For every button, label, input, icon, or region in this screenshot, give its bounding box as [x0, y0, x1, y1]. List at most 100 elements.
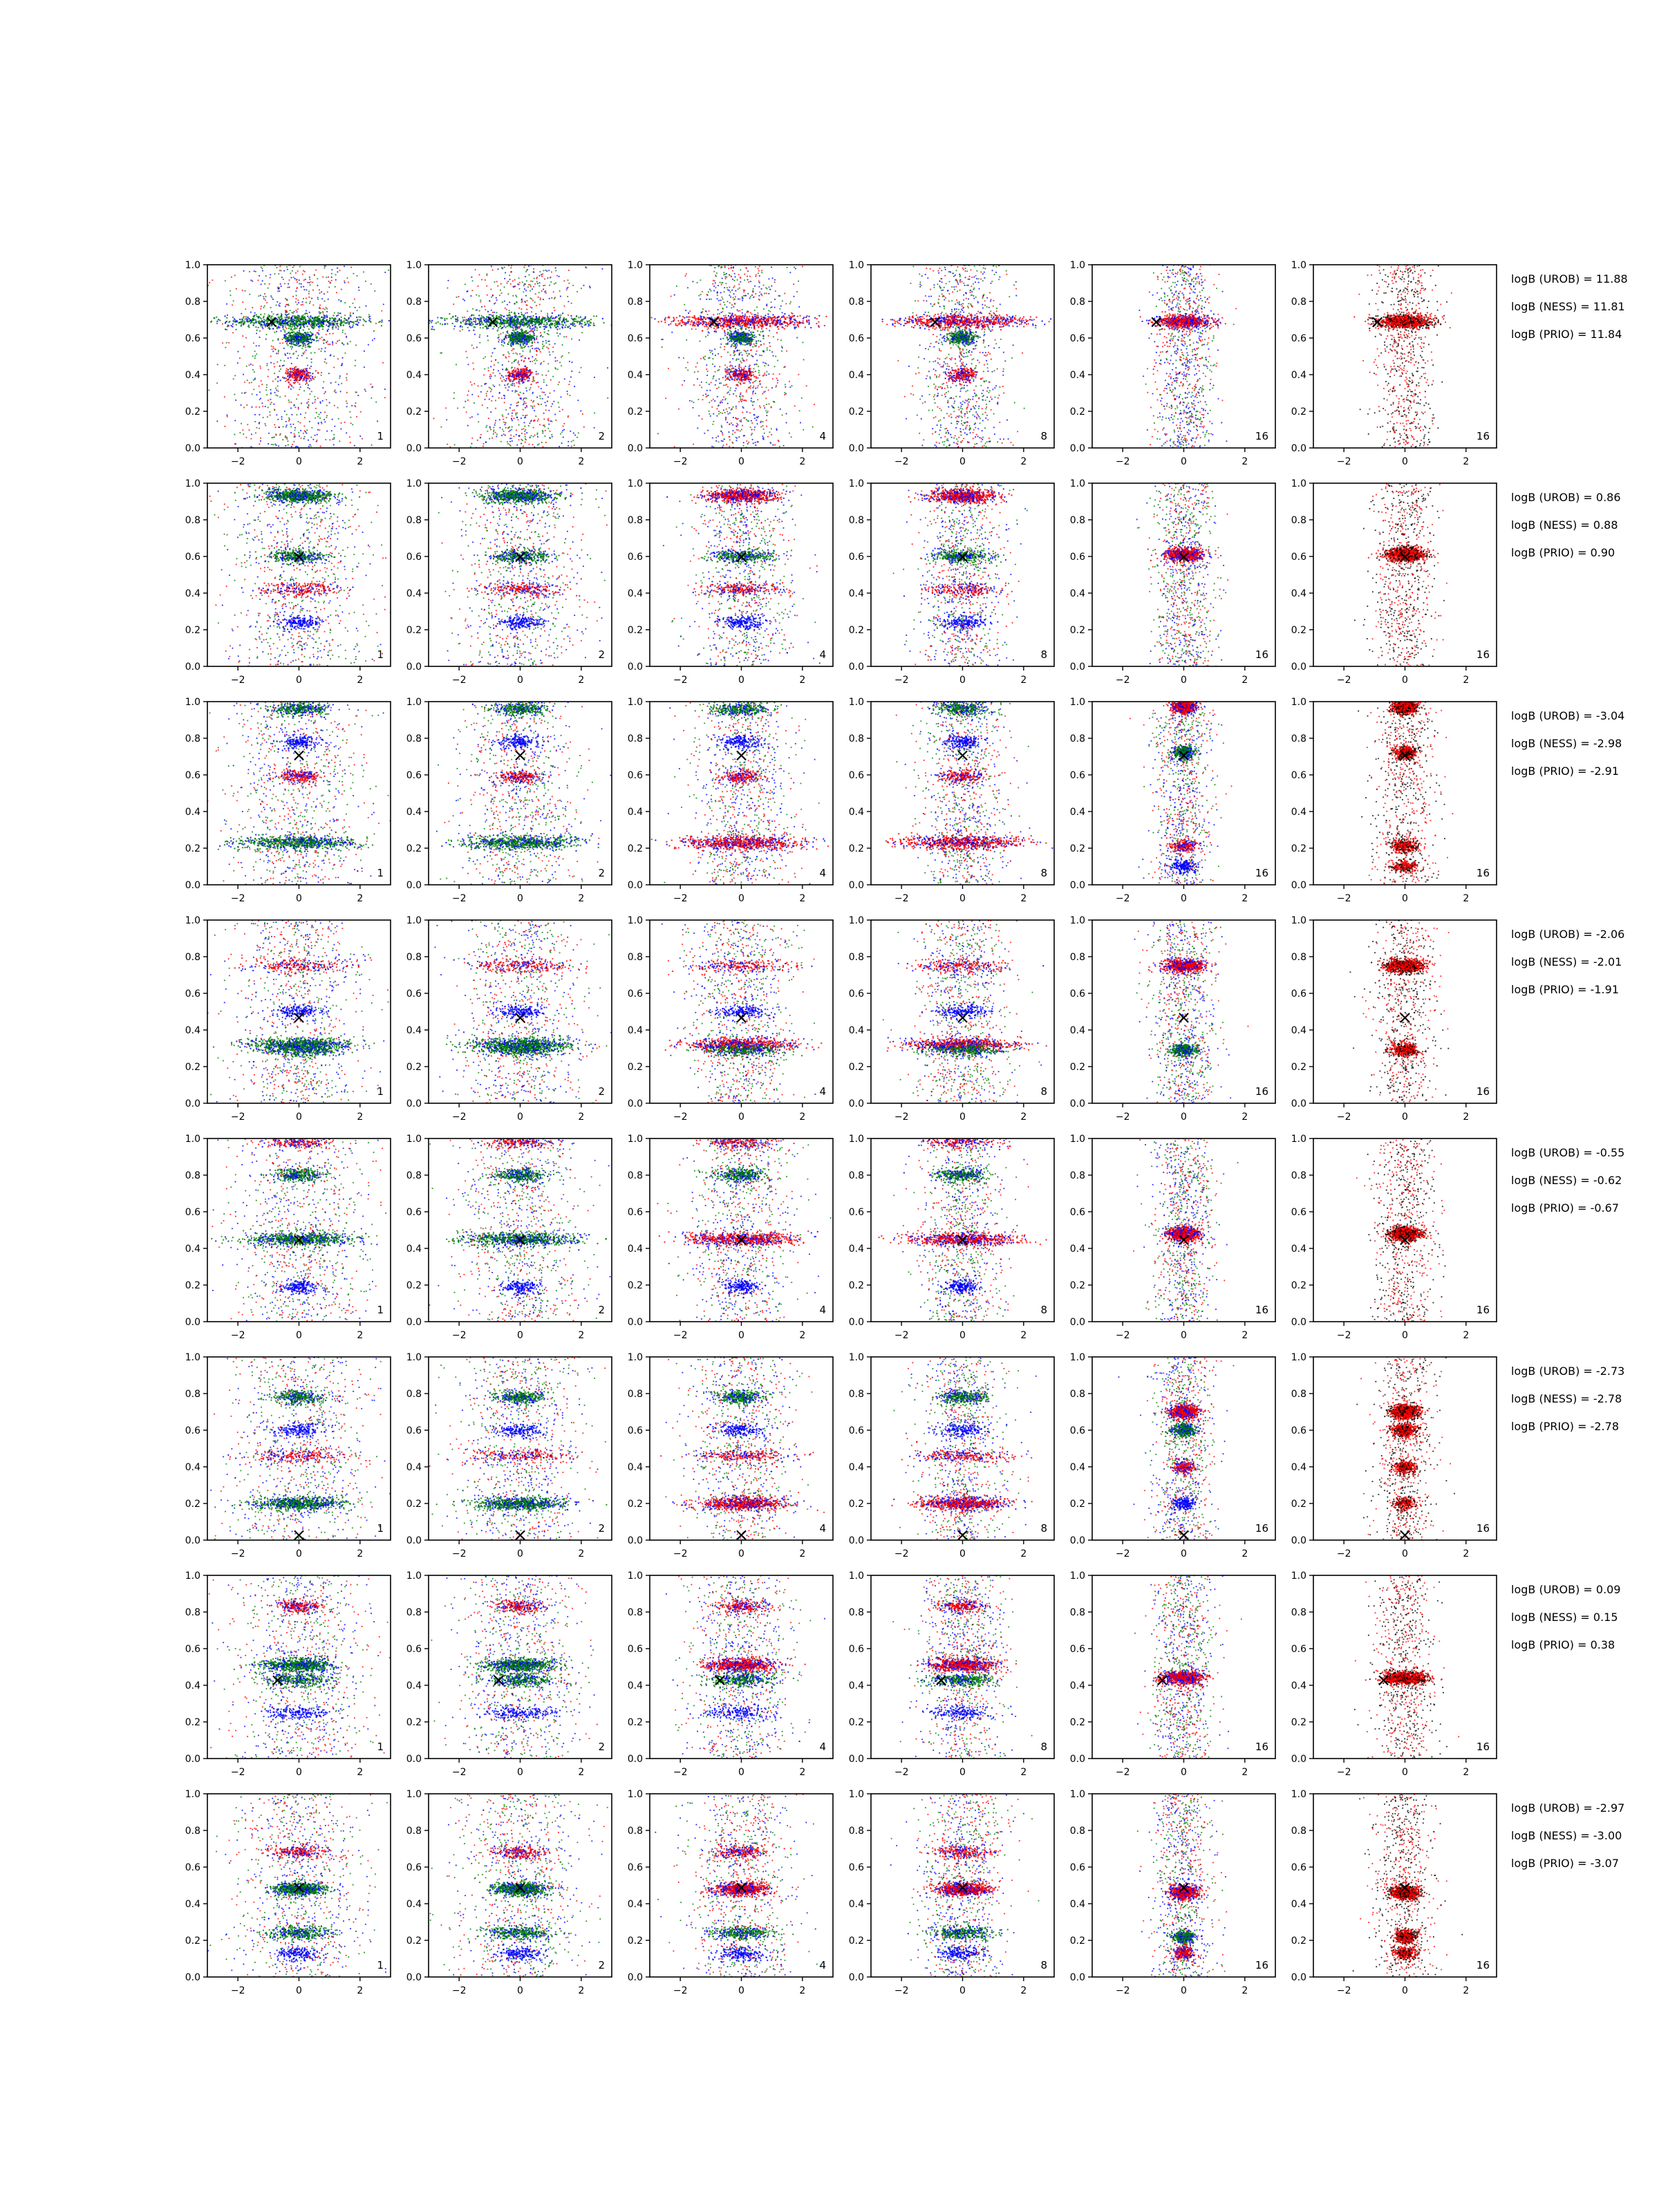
x-tick-label: 2	[1241, 893, 1248, 904]
y-tick-label: 0.0	[1291, 1754, 1306, 1765]
x-tick-label: −2	[452, 675, 467, 686]
x-tick-label: 0	[738, 456, 744, 467]
y-tick-label: 0.8	[185, 1170, 200, 1181]
y-tick-label: 0.8	[628, 952, 643, 963]
y-tick-label: 0.8	[1291, 1826, 1306, 1837]
y-tick-label: 0.2	[849, 406, 864, 418]
x-tick-label: 2	[357, 1330, 363, 1341]
x-tick-label: −2	[894, 1767, 909, 1778]
panel-r8-c6: 0.00.20.40.60.81.0−2 0 2×16	[1291, 1789, 1497, 1996]
y-tick-label: 0.8	[1291, 952, 1306, 963]
panel-label: 16	[1477, 430, 1490, 442]
y-tick-label: 0.0	[1291, 1317, 1306, 1328]
x-tick-label: −2	[1116, 1112, 1130, 1123]
true-parameter-marker: ×	[1398, 547, 1413, 568]
y-tick-label: 0.4	[1070, 1025, 1085, 1036]
panel-label: 8	[1040, 1304, 1047, 1316]
x-tick-label: −2	[1116, 1330, 1130, 1341]
y-tick-label: 0.8	[849, 297, 864, 308]
y-tick-label: 0.2	[1291, 1717, 1306, 1728]
panel-r7-c2: 0.00.20.40.60.81.0−2 0 2×2	[406, 1571, 612, 1778]
x-tick-label: −2	[1337, 1985, 1351, 1996]
x-tick-label: 0	[1181, 675, 1187, 686]
logb-annotation: logB (PRIO) = -3.07	[1511, 1857, 1619, 1870]
y-tick-label: 0.2	[1070, 843, 1085, 854]
y-tick-label: 0.4	[406, 1899, 422, 1910]
y-tick-label: 0.0	[628, 1098, 643, 1109]
y-tick-label: 0.0	[849, 1972, 864, 1983]
panel-r4-c2: 0.00.20.40.60.81.0−2 0 2×2	[406, 915, 616, 1123]
panel-r1-c2: 0.00.20.40.60.81.0−2 0 2×2	[389, 260, 631, 467]
logb-annotation: logB (UROB) = -2.73	[1511, 1365, 1624, 1378]
panel-label: 8	[1040, 867, 1047, 879]
x-tick-label: 2	[1020, 1548, 1027, 1559]
y-tick-label: 1.0	[406, 1352, 422, 1363]
y-tick-label: 0.2	[185, 1717, 200, 1728]
x-tick-label: −2	[231, 1330, 245, 1341]
y-tick-label: 0.0	[1291, 443, 1306, 454]
y-tick-label: 0.4	[406, 1025, 422, 1036]
logb-annotation: logB (NESS) = -2.01	[1511, 955, 1622, 968]
x-tick-label: 2	[1241, 1548, 1248, 1559]
scatter-points	[186, 1134, 406, 1322]
y-tick-label: 0.8	[406, 515, 422, 526]
x-tick-label: 2	[578, 1767, 584, 1778]
axes-frame	[429, 702, 612, 885]
y-tick-label: 0.0	[1070, 880, 1085, 891]
logb-annotation: logB (PRIO) = -1.91	[1511, 983, 1619, 996]
y-tick-label: 0.2	[1070, 406, 1085, 418]
y-tick-label: 1.0	[1291, 1789, 1306, 1800]
panel-label: 16	[1255, 1304, 1268, 1316]
x-tick-label: −2	[452, 1548, 467, 1559]
x-tick-label: 0	[1402, 1767, 1408, 1778]
x-tick-label: −2	[1116, 893, 1130, 904]
y-tick-label: 1.0	[849, 478, 864, 489]
panel-r5-c6: 0.00.20.40.60.81.0−2 0 2×16	[1291, 1134, 1497, 1341]
x-tick-label: 0	[959, 1330, 966, 1341]
x-tick-label: −2	[673, 1985, 688, 1996]
y-tick-label: 0.4	[185, 807, 200, 818]
panel-label: 2	[598, 1741, 605, 1753]
x-tick-label: 0	[959, 893, 966, 904]
x-tick-label: 2	[1020, 1330, 1027, 1341]
y-tick-label: 0.0	[849, 443, 864, 454]
y-tick-label: 0.2	[628, 1499, 643, 1510]
scatter-points	[421, 1356, 628, 1541]
y-tick-label: 0.0	[849, 1535, 864, 1546]
y-tick-label: 0.6	[1291, 552, 1306, 563]
panel-r5-c1: 0.00.20.40.60.81.0−2 0 2×1	[185, 1134, 405, 1341]
y-tick-label: 1.0	[406, 1134, 422, 1145]
x-tick-label: 0	[517, 1112, 523, 1123]
y-tick-label: 1.0	[406, 697, 422, 708]
y-tick-label: 1.0	[628, 697, 643, 708]
y-tick-label: 0.6	[1291, 1425, 1306, 1436]
scatter-points	[427, 1132, 613, 1322]
y-tick-label: 0.6	[1291, 770, 1306, 781]
true-parameter-marker: ×	[292, 1230, 307, 1250]
y-tick-label: 0.0	[406, 1317, 422, 1328]
y-tick-label: 1.0	[849, 1789, 864, 1800]
y-tick-label: 0.4	[1291, 1899, 1306, 1910]
y-tick-label: 0.4	[1291, 1462, 1306, 1473]
y-tick-label: 0.8	[1291, 1607, 1306, 1618]
panel-r1-c5: 0.00.20.40.60.81.0−2 0 2×16	[1070, 260, 1275, 467]
y-tick-label: 0.4	[185, 1899, 200, 1910]
true-parameter-marker: ×	[1177, 1007, 1192, 1028]
y-tick-label: 1.0	[1291, 1352, 1306, 1363]
y-tick-label: 0.0	[1291, 880, 1306, 891]
logb-annotation: logB (PRIO) = 11.84	[1511, 328, 1622, 341]
y-tick-label: 0.6	[406, 1425, 422, 1436]
true-parameter-marker: ×	[1149, 312, 1164, 332]
y-tick-label: 0.8	[849, 1607, 864, 1618]
x-tick-label: 0	[738, 1112, 744, 1123]
axes-frame	[1313, 1575, 1497, 1759]
y-tick-label: 0.0	[185, 880, 200, 891]
true-parameter-marker: ×	[292, 1007, 307, 1028]
y-tick-label: 0.4	[628, 1680, 643, 1691]
panel-r6-c3: 0.00.20.40.60.81.0−2 0 2× 4	[628, 1352, 833, 1559]
y-tick-label: 0.4	[406, 1244, 422, 1255]
x-tick-label: 0	[738, 1767, 744, 1778]
x-tick-label: −2	[673, 1112, 688, 1123]
y-tick-label: 0.0	[1291, 662, 1306, 673]
x-tick-label: −2	[1337, 1767, 1351, 1778]
